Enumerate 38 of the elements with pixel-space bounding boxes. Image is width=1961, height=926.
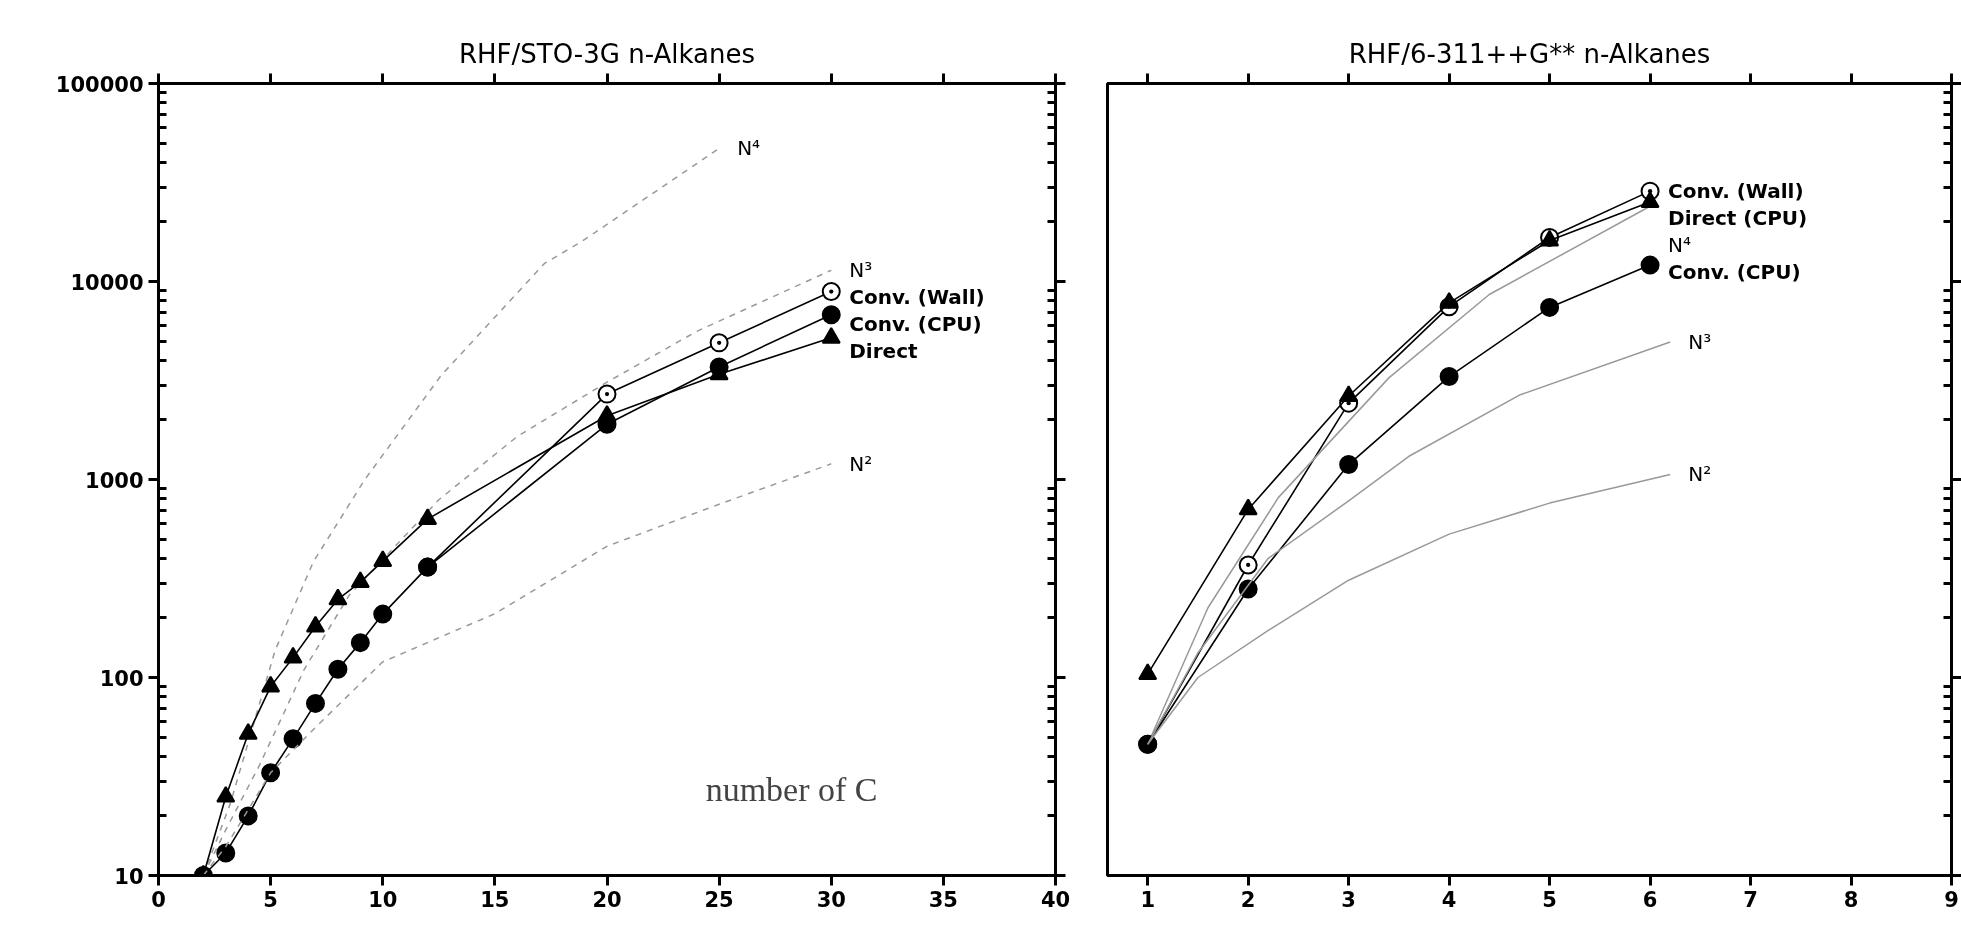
series-label: N⁴ [737, 136, 761, 161]
x-tick-label: 5 [1542, 887, 1557, 912]
x-tick-label: 5 [263, 887, 278, 912]
x-tick-label: 30 [816, 887, 846, 912]
chart-title: RHF/STO-3G n-Alkanes [458, 38, 756, 69]
y-tick-label: 1000 [85, 468, 144, 493]
x-tick-label: 3 [1341, 887, 1356, 912]
x-tick-label: 9 [1944, 887, 1959, 912]
series-label: Conv. (Wall) [1668, 179, 1804, 204]
x-tick-label: 20 [592, 887, 622, 912]
x-tick-label: 35 [928, 887, 958, 912]
chart-title: RHF/6-311++G** n-Alkanes [1348, 38, 1711, 69]
series-label: N² [849, 451, 873, 476]
x-tick-label: 10 [368, 887, 398, 912]
y-tick-label: 10000 [70, 270, 144, 295]
x-tick-label: 7 [1743, 887, 1758, 912]
y-tick-label: 100 [99, 666, 144, 691]
x-tick-label: 8 [1843, 887, 1859, 912]
series-label: Conv. (Wall) [849, 285, 985, 310]
y-tick-label: 10 [114, 864, 144, 889]
series-label: N³ [849, 258, 873, 283]
x-tick-label: 40 [1040, 887, 1071, 912]
x-tick-label: 2 [1240, 887, 1256, 912]
x-tick-label: 6 [1642, 887, 1658, 912]
x-tick-label: 25 [704, 887, 734, 912]
y-tick-label: 100000 [55, 72, 144, 97]
annotation: number of C [705, 771, 878, 809]
series-label: Conv. (CPU) [849, 312, 982, 337]
x-tick-label: 15 [480, 887, 510, 912]
series-label: N³ [1688, 329, 1712, 354]
series-label: N⁴ [1668, 233, 1692, 257]
series-label: Direct (CPU) [1668, 206, 1808, 231]
x-tick-label: 1 [1140, 887, 1156, 912]
series-label: Direct [849, 339, 918, 364]
x-tick-label: 0 [151, 887, 166, 912]
x-tick-label: 4 [1441, 887, 1457, 912]
series-label: N² [1688, 462, 1712, 487]
series-label: Conv. (CPU) [1668, 259, 1801, 284]
